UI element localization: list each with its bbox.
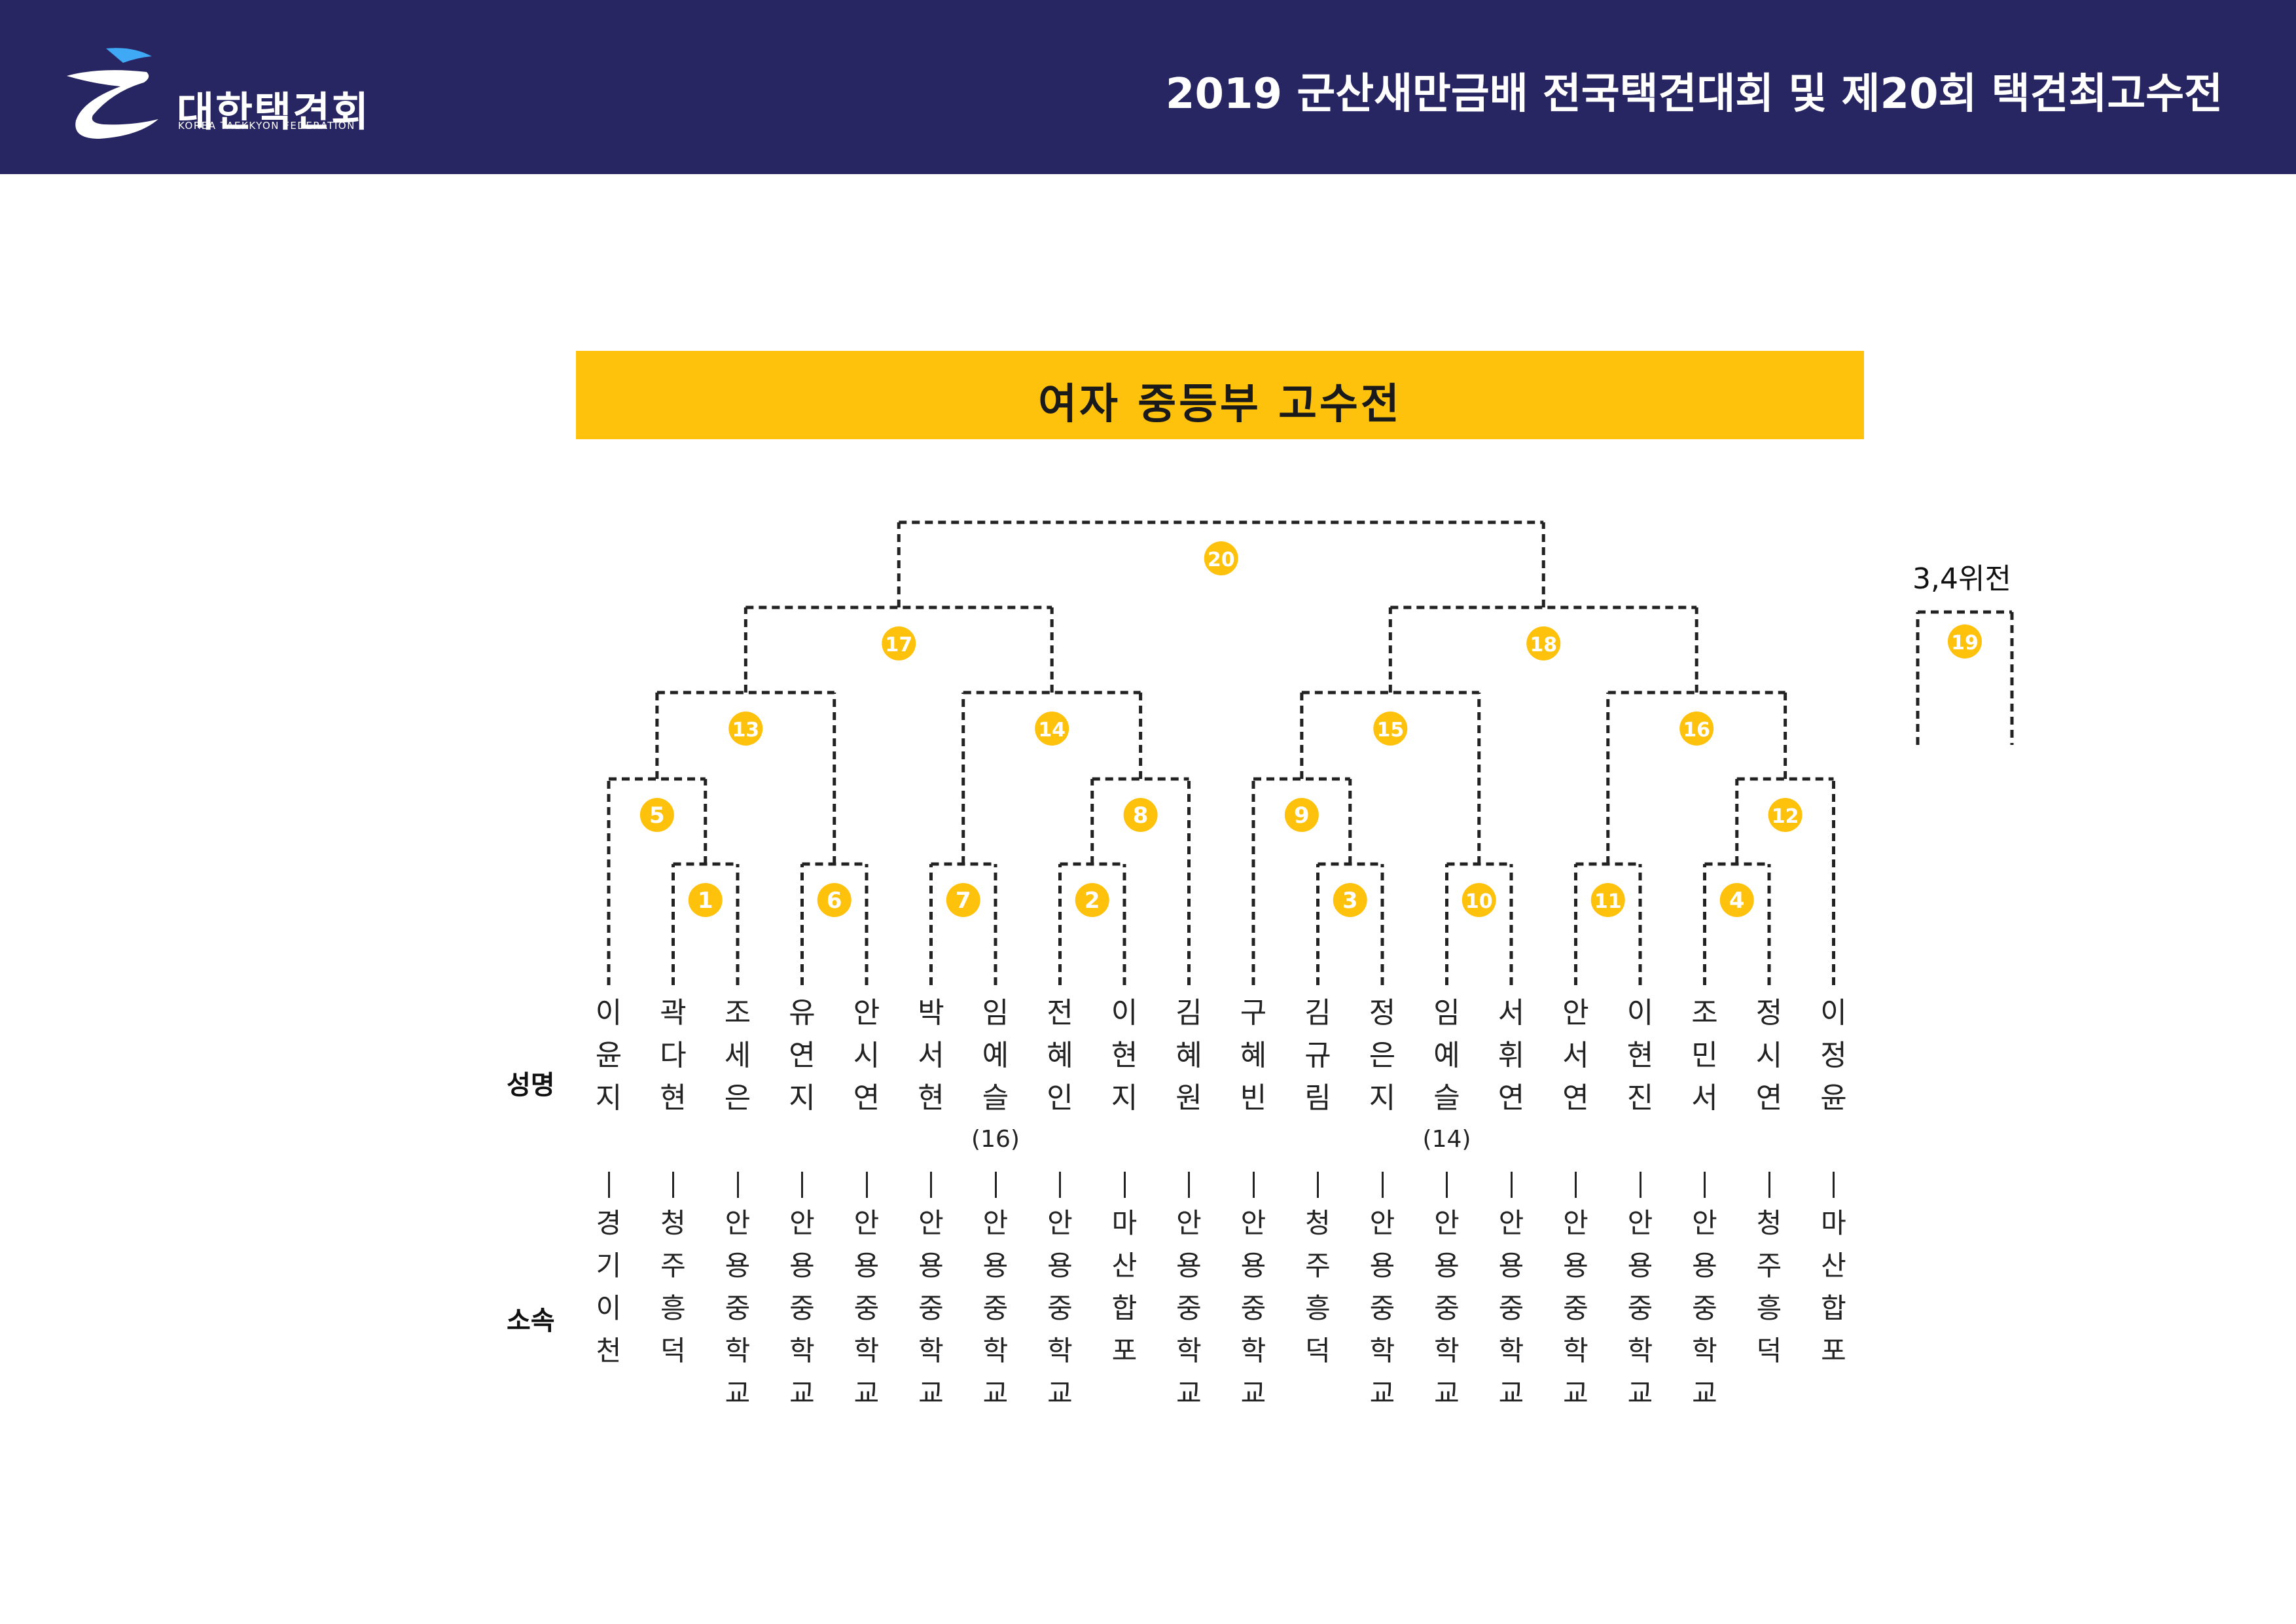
svg-text:15: 15	[1376, 719, 1404, 742]
match-badge: 7	[946, 883, 980, 917]
svg-text:1: 1	[698, 888, 713, 914]
match-badge: 3	[1333, 883, 1367, 917]
match-badge: 12	[1768, 798, 1803, 832]
svg-text:7: 7	[956, 888, 971, 914]
third-place-label: 3,4위전	[1912, 562, 2011, 596]
match-badge: 13	[728, 712, 763, 746]
division-title: 여자 중등부 고수전	[1038, 380, 1402, 429]
svg-text:8: 8	[1133, 803, 1149, 829]
svg-text:16: 16	[1683, 719, 1710, 742]
match-badge: 2	[1075, 883, 1109, 917]
division-banner: 여자 중등부 고수전	[576, 351, 1864, 439]
match-badge: 8	[1123, 798, 1158, 832]
svg-text:14: 14	[1038, 719, 1066, 742]
match-badge: 4	[1719, 883, 1754, 917]
svg-text:11: 11	[1594, 890, 1622, 913]
match-badge: 20	[1204, 541, 1238, 575]
org-subtitle: KOREA TAEKKYON FEDERATION	[178, 120, 355, 132]
match-badge: 16	[1679, 712, 1714, 746]
svg-text:5: 5	[649, 803, 665, 829]
match-badge: 10	[1462, 883, 1496, 917]
match-badge: 15	[1373, 712, 1408, 746]
match-badge: 17	[882, 626, 916, 660]
match-badge: 6	[817, 883, 852, 917]
svg-text:12: 12	[1772, 805, 1799, 828]
match-badge: 9	[1284, 798, 1319, 832]
svg-text:20: 20	[1208, 549, 1235, 571]
header-bar: 대한택견회 KOREA TAEKKYON FEDERATION 2019 군산새…	[0, 0, 2296, 174]
player-seed: (16)	[971, 1126, 1020, 1153]
name-row-label: 성명	[507, 1070, 555, 1100]
match-badge: 5	[639, 798, 674, 832]
svg-text:3: 3	[1342, 888, 1358, 914]
svg-text:9: 9	[1294, 803, 1310, 829]
svg-text:18: 18	[1530, 634, 1557, 657]
match-badge: 1	[688, 883, 723, 917]
svg-text:10: 10	[1465, 890, 1493, 913]
affiliation-row-label: 소속	[507, 1306, 555, 1336]
event-title: 2019 군산새만금배 전국택견대회 및 제20회 택견최고수전	[1165, 70, 2223, 118]
match-badge: 19	[1948, 624, 1982, 659]
svg-text:2: 2	[1085, 888, 1100, 914]
match-badge: 18	[1526, 626, 1561, 660]
svg-text:4: 4	[1729, 888, 1745, 914]
svg-text:6: 6	[827, 888, 842, 914]
svg-text:13: 13	[732, 719, 759, 742]
org-name: 대한택견회	[177, 88, 370, 135]
player-seed: (14)	[1422, 1126, 1471, 1153]
match-badge: 11	[1590, 883, 1625, 917]
svg-text:19: 19	[1951, 632, 1979, 655]
federation-logo-icon	[67, 48, 158, 139]
match-badge: 14	[1035, 712, 1069, 746]
svg-text:17: 17	[885, 634, 912, 657]
